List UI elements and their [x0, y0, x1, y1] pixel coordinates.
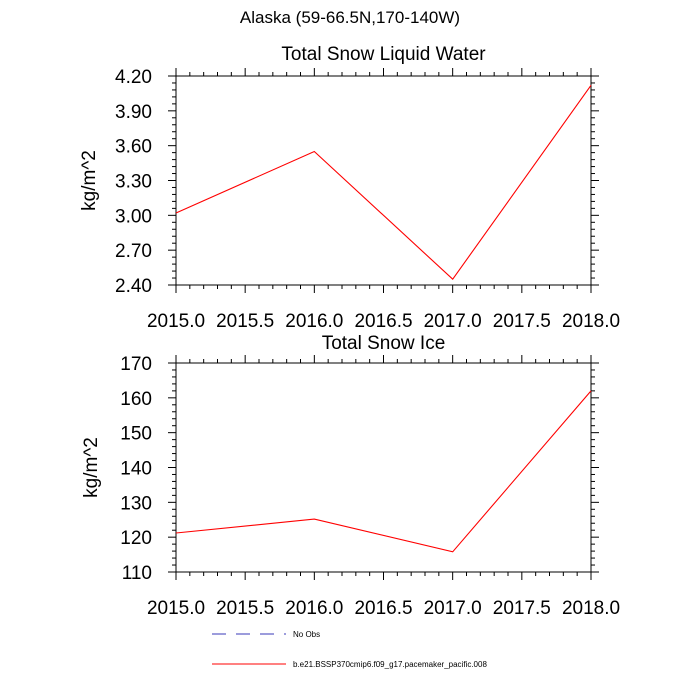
y-tick-label: 2.40: [115, 276, 152, 297]
y-tick-label: 3.90: [115, 102, 152, 123]
chart-title: Total Snow Ice: [322, 333, 446, 354]
chart-panel-snow-ice: Total Snow Ice kg/m^2 2015.0 2015.5 2016.0 20…: [81, 333, 620, 619]
x-tick-label: 2015.0: [147, 598, 205, 619]
chart-legend: No Obs b.e21.BSSP370cmip6.f09_g17.pacemak…: [212, 630, 487, 669]
x-tick-label: 2015.5: [216, 598, 274, 619]
y-tick-label: 160: [120, 389, 152, 410]
figure-suptitle: Alaska (59-66.5N,170-140W): [239, 8, 461, 27]
y-tick-label: 2.70: [115, 241, 152, 262]
y-tick-label: 110: [122, 563, 152, 584]
y-tick-label: 3.60: [115, 137, 152, 158]
y-tick-label: 170: [120, 354, 152, 375]
y-tick-label: 3.00: [115, 206, 152, 227]
y-tick-label: 140: [120, 459, 152, 480]
y-axis-label: kg/m^2: [81, 437, 102, 498]
x-tick-label: 2016.5: [354, 311, 412, 332]
x-tick-label: 2016.5: [354, 598, 412, 619]
x-tick-label: 2015.5: [216, 311, 274, 332]
x-tick-label: 2018.0: [562, 598, 620, 619]
series-line: [175, 390, 592, 553]
chart-panel-snow-liquid-water: Total Snow Liquid Water kg/m^2 2015.0 2015.…: [79, 44, 620, 332]
x-tick-label: 2016.0: [285, 598, 343, 619]
legend-label: No Obs: [293, 630, 320, 639]
chart-title: Total Snow Liquid Water: [281, 44, 486, 65]
x-tick-label: 2017.0: [424, 598, 482, 619]
y-tick-label: 4.20: [115, 67, 152, 88]
legend-label: b.e21.BSSP370cmip6.f09_g17.pacemaker_pac…: [293, 660, 487, 669]
x-tick-label: 2018.0: [562, 311, 620, 332]
y-tick-label: 120: [120, 528, 152, 549]
plot-frame: [175, 75, 592, 286]
series-line: [175, 84, 592, 281]
x-tick-label: 2015.0: [147, 311, 205, 332]
y-axis-label: kg/m^2: [79, 150, 100, 211]
y-tick-label: 3.30: [115, 172, 152, 193]
x-tick-label: 2017.5: [493, 598, 551, 619]
y-tick-label: 150: [120, 424, 152, 445]
x-tick-label: 2017.0: [424, 311, 482, 332]
y-tick-label: 130: [120, 493, 152, 514]
x-tick-label: 2016.0: [285, 311, 343, 332]
x-tick-label: 2017.5: [493, 311, 551, 332]
plot-frame: [175, 362, 592, 573]
